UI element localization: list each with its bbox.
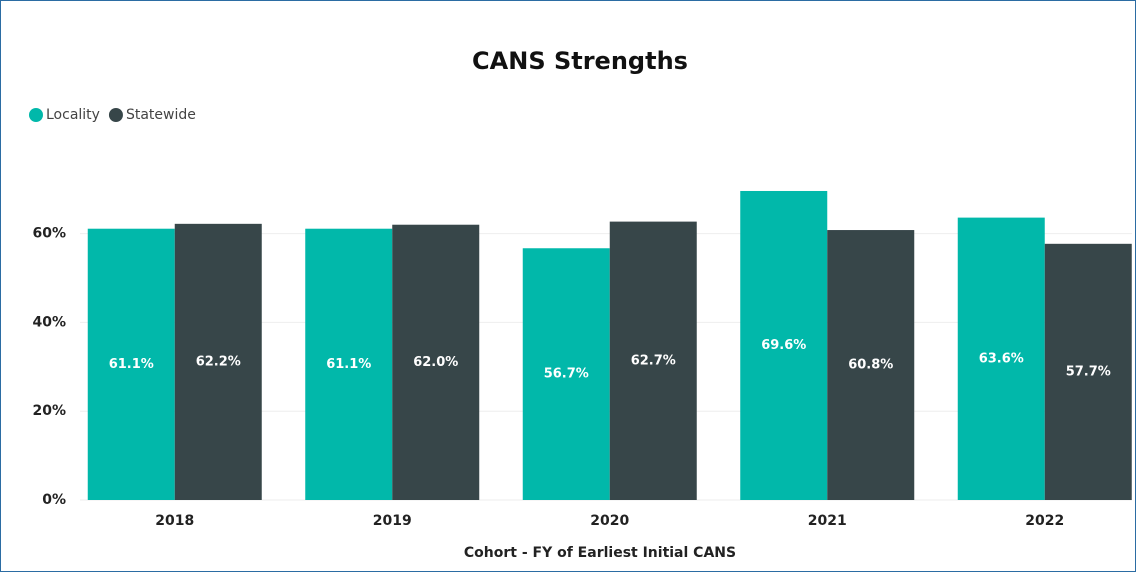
data-label: 62.7% <box>631 353 676 368</box>
data-label: 57.7% <box>1066 364 1111 379</box>
legend-marker <box>29 108 43 122</box>
y-tick-label: 20% <box>32 403 66 419</box>
bar <box>1044 243 1132 500</box>
legend-label: Locality <box>46 107 100 123</box>
bar <box>174 223 262 500</box>
data-label: 61.1% <box>326 357 371 372</box>
x-tick-label: 2021 <box>808 513 847 529</box>
bar <box>827 230 915 500</box>
bar <box>522 248 610 500</box>
bar <box>87 228 175 500</box>
data-label: 63.6% <box>979 351 1024 366</box>
y-tick-label: 40% <box>32 314 66 330</box>
bar <box>609 221 697 500</box>
bar <box>957 217 1045 500</box>
legend-label: Statewide <box>126 107 196 123</box>
data-label: 69.6% <box>761 338 806 353</box>
data-label: 61.1% <box>109 357 154 372</box>
y-tick-label: 0% <box>42 492 66 508</box>
data-label: 62.0% <box>413 355 458 370</box>
bar <box>305 228 393 500</box>
data-label: 62.2% <box>196 354 241 369</box>
data-label: 60.8% <box>848 358 893 373</box>
x-tick-label: 2019 <box>373 513 412 529</box>
bar <box>740 190 828 500</box>
chart-title: CANS Strengths <box>472 47 688 75</box>
bar <box>392 224 480 500</box>
legend-marker <box>108 108 123 122</box>
x-tick-label: 2020 <box>590 513 629 529</box>
data-label: 56.7% <box>544 367 589 382</box>
x-axis-title: Cohort - FY of Earliest Initial CANS <box>464 545 736 561</box>
y-tick-label: 60% <box>32 226 66 242</box>
x-tick-label: 2022 <box>1025 513 1064 529</box>
x-tick-label: 2018 <box>155 513 194 529</box>
